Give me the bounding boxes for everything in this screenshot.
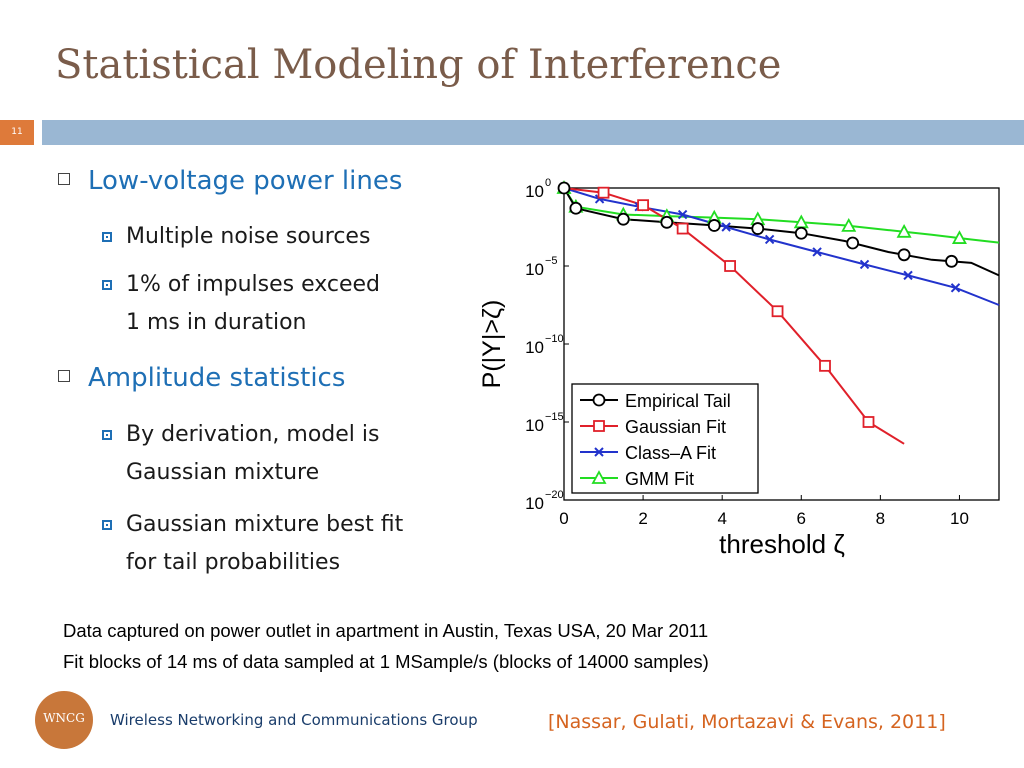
wncg-logo: WNCG [35,691,93,749]
circle-marker [794,226,808,240]
series-line [563,187,1000,306]
y-tick-label: 10 [525,182,544,201]
legend-label: GMM Fit [625,469,694,489]
square-marker [637,199,649,212]
x-tick-label: 4 [717,509,726,528]
hollow-square-bullet-icon [58,370,70,382]
square-bullet-icon [102,430,112,440]
sub-bullet-1-1: Multiple noise sources [102,218,370,256]
circle-marker [616,212,630,226]
sub-bullet-1-2: 1% of impulses exceed 1 ms in duration [102,266,380,342]
slide-number: 11 [0,120,34,145]
triangle-marker [568,198,584,213]
y-tick-exponent: −15 [545,411,564,423]
square-marker [724,260,736,272]
legend-label: Gaussian Fit [625,417,726,437]
triangle-marker [591,470,607,484]
x-marker [721,222,731,232]
square-marker [819,359,831,372]
sub-bullet-2-1-text: By derivation, model is Gaussian mixture [126,422,380,485]
sub-bullet-1-1-text: Multiple noise sources [126,224,371,249]
circle-marker [897,248,911,262]
citation: [Nassar, Gulati, Mortazavi & Evans, 2011… [548,711,946,733]
series-line [563,187,1000,277]
y-tick-label: 10 [525,338,544,357]
circle-marker [660,215,674,229]
square-marker [676,222,689,235]
legend-box [571,383,759,494]
y-tick-exponent: −10 [545,333,564,345]
circle-marker [751,222,765,235]
bullet-1: Low-voltage power lines [58,166,402,196]
square-bullet-icon [102,280,112,290]
triangle-marker [793,214,809,229]
x-marker [677,209,688,220]
square-marker [862,416,875,428]
circle-marker [707,219,721,232]
wncg-logo-text: WNCG [43,711,85,725]
square-marker [597,186,610,199]
note-line-1: Data captured on power outlet in apartme… [63,620,709,641]
y-tick-exponent: −20 [545,489,564,501]
y-tick-exponent: 0 [545,177,551,189]
x-marker [594,447,604,457]
x-marker [594,194,605,204]
note-line-2: Fit blocks of 14 ms of data sampled at 1… [63,651,709,672]
square-bullet-icon [102,520,112,530]
y-tick-label: 10 [525,416,544,435]
triangle-marker [556,180,572,194]
y-axis-label: P(|Y|>ζ) [478,300,506,389]
legend-label: Empirical Tail [625,391,731,411]
x-marker [764,234,775,245]
square-marker [593,420,605,432]
triangle-marker [951,230,967,244]
slide-title: Statistical Modeling of Interference [55,42,782,88]
x-tick-label: 6 [797,509,806,528]
circle-marker [846,236,860,250]
triangle-marker [615,206,631,221]
sub-bullet-1-2-text: 1% of impulses exceed 1 ms in duration [126,272,381,335]
y-tick-exponent: −5 [545,255,558,267]
x-marker [903,270,913,281]
x-axis-label: threshold ζ [719,529,845,559]
sub-bullet-2-2-text: Gaussian mixture best fit for tail proba… [126,512,404,575]
title-divider-bar [42,120,1024,145]
circle-marker [569,201,583,215]
square-marker [771,305,784,318]
x-tick-label: 8 [876,509,885,528]
x-marker [634,202,644,212]
circle-marker [592,393,606,407]
series-line [563,187,1000,244]
series-line [563,187,905,445]
y-tick-label: 10 [525,494,544,513]
triangle-marker [706,209,722,224]
y-tick-label: 10 [525,260,544,279]
circle-marker [557,181,571,195]
x-marker [950,283,961,293]
circle-marker [945,254,958,268]
x-tick-label: 0 [559,509,568,528]
footer-org-name: Wireless Networking and Communications G… [110,711,478,729]
triangle-marker [841,217,857,232]
triangle-marker [896,223,912,238]
sub-bullet-2-1: By derivation, model is Gaussian mixture [102,416,379,492]
x-marker [859,259,870,270]
bullet-1-text: Low-voltage power lines [88,166,403,196]
bullet-2: Amplitude statistics [58,363,345,393]
hollow-square-bullet-icon [58,173,70,185]
bullet-2-text: Amplitude statistics [88,363,346,393]
plot-frame [563,187,1000,501]
x-tick-label: 10 [950,509,969,528]
data-capture-note: Data captured on power outlet in apartme… [63,615,709,677]
x-marker [812,247,822,257]
legend-label: Class–A Fit [625,443,716,463]
triangle-marker [750,211,766,226]
sub-bullet-2-2: Gaussian mixture best fit for tail proba… [102,506,403,582]
x-tick-label: 2 [638,509,647,528]
square-bullet-icon [102,232,112,242]
triangle-marker [659,208,675,222]
